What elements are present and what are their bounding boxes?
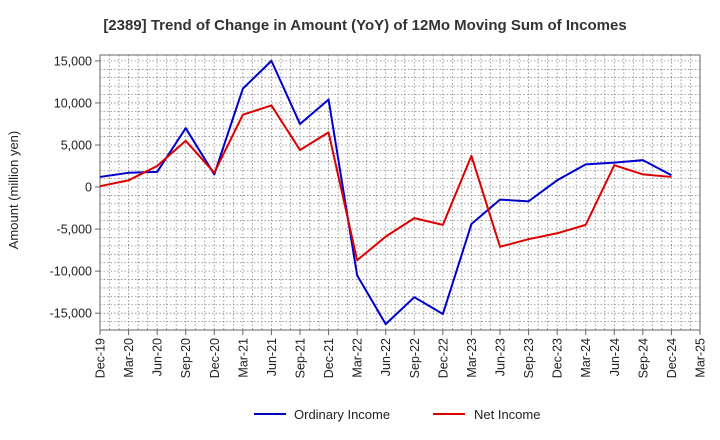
x-tick-label: Sep-24 xyxy=(636,338,650,378)
x-tick-label: Dec-22 xyxy=(436,338,450,378)
legend-label-net-income: Net Income xyxy=(474,407,540,422)
series-line-ordinary-income xyxy=(99,59,672,326)
legend: Ordinary Income Net Income xyxy=(254,407,540,422)
series-layer xyxy=(99,59,672,326)
chart-title: [2389] Trend of Change in Amount (YoY) o… xyxy=(103,17,626,34)
x-tick-label: Mar-25 xyxy=(694,338,708,378)
y-tick-label: -10,000 xyxy=(50,265,92,279)
x-tick-label: Dec-24 xyxy=(665,338,679,378)
x-tick-label: Jun-21 xyxy=(265,338,279,376)
y-tick-label: 10,000 xyxy=(54,96,92,110)
x-tick-label: Jun-20 xyxy=(151,338,165,376)
y-tick-label: -15,000 xyxy=(50,307,92,321)
x-tick-label: Dec-20 xyxy=(208,338,222,378)
x-axis-ticks: Dec-19 Mar-20 Jun-20 Sep-20 Dec-20 Mar-21 Jun-… xyxy=(94,330,708,378)
grid-lines xyxy=(99,54,701,331)
series-line-net-income xyxy=(99,104,672,262)
x-tick-label: Mar-23 xyxy=(465,338,479,378)
x-tick-label: Jun-23 xyxy=(494,338,508,376)
y-axis-ticks: 15,000 10,000 5,000 0 -5,000 -10,000 -15,000 xyxy=(50,54,100,321)
x-tick-label: Mar-20 xyxy=(122,338,136,378)
x-tick-label: Dec-21 xyxy=(322,338,336,378)
x-tick-label: Jun-22 xyxy=(379,338,393,376)
plot-frame xyxy=(99,54,701,331)
x-tick-label: Mar-22 xyxy=(351,338,365,378)
x-tick-label: Sep-23 xyxy=(522,338,536,378)
y-tick-label: 15,000 xyxy=(54,54,92,68)
x-tick-label: Sep-21 xyxy=(294,338,308,378)
x-tick-label: Mar-24 xyxy=(579,338,593,378)
plot-background xyxy=(100,55,700,330)
x-tick-label: Sep-22 xyxy=(408,338,422,378)
y-tick-label: 5,000 xyxy=(61,138,92,152)
y-tick-label: -5,000 xyxy=(57,223,92,237)
x-tick-label: Sep-20 xyxy=(179,338,193,378)
x-tick-label: Mar-21 xyxy=(236,338,250,378)
legend-label-ordinary-income: Ordinary Income xyxy=(294,407,390,422)
y-tick-label: 0 xyxy=(85,181,92,195)
x-tick-label: Dec-19 xyxy=(94,338,108,378)
x-tick-label: Jun-24 xyxy=(608,338,622,376)
x-tick-label: Dec-23 xyxy=(551,338,565,378)
plot-area xyxy=(100,55,700,330)
y-axis-label: Amount (million yen) xyxy=(6,131,21,250)
